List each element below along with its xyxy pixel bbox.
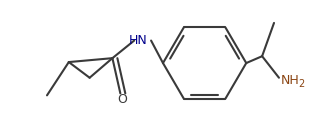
Text: O: O bbox=[117, 93, 127, 106]
Text: NH: NH bbox=[281, 74, 300, 87]
Text: HN: HN bbox=[129, 34, 148, 47]
Text: 2: 2 bbox=[298, 79, 304, 89]
